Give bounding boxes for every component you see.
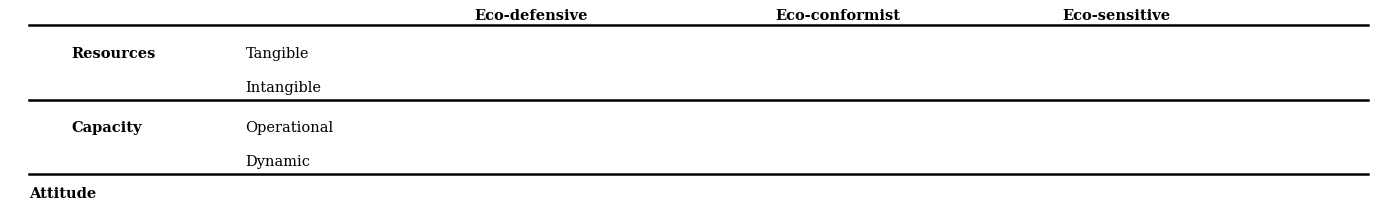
Text: Resources: Resources	[71, 47, 155, 61]
Text: Dynamic: Dynamic	[246, 154, 310, 168]
Text: Attitude: Attitude	[29, 186, 96, 200]
Text: Operational: Operational	[246, 121, 334, 134]
Text: Intangible: Intangible	[246, 81, 321, 95]
Text: Eco-defensive: Eco-defensive	[475, 8, 588, 22]
Text: Capacity: Capacity	[71, 121, 141, 134]
Text: Tangible: Tangible	[246, 47, 309, 61]
Text: Eco-conformist: Eco-conformist	[775, 8, 901, 22]
Text: Eco-sensitive: Eco-sensitive	[1063, 8, 1171, 22]
